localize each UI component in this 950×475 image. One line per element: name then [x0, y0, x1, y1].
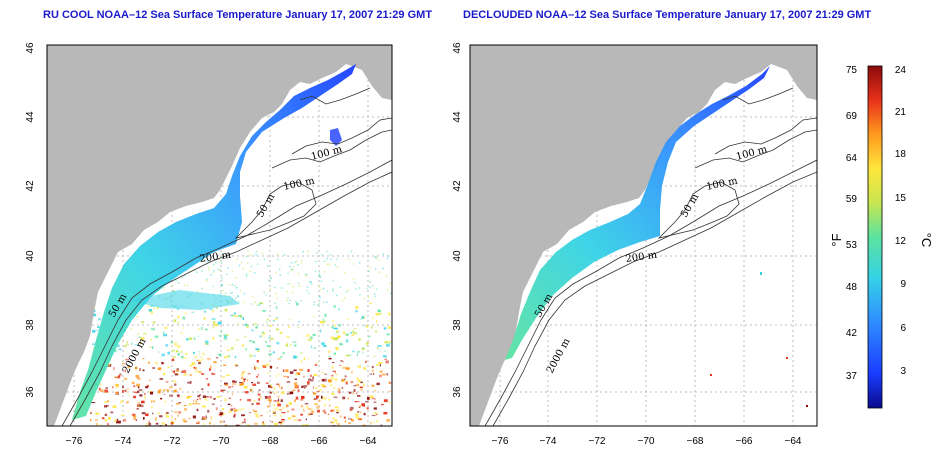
sst-maine-patch	[330, 128, 342, 146]
y-tick-label: 46	[25, 42, 36, 54]
celsius-unit-label: °C	[919, 233, 934, 248]
celsius-tick-label: 24	[895, 65, 907, 76]
celsius-tick-label: 15	[895, 193, 907, 204]
y-axis: 36 38 40 42 44 46	[25, 42, 36, 398]
fahrenheit-tick-label: 42	[846, 328, 858, 339]
map-frame	[469, 44, 818, 427]
x-axis: −76 −74 −72 −70 −68 −66 −64	[492, 436, 802, 447]
bathymetry-contours	[61, 87, 392, 426]
left-panel-title: RU COOL NOAA–12 Sea Surface Temperature …	[43, 9, 433, 21]
x-tick-label: −64	[360, 436, 377, 447]
right-panel-title: DECLOUDED NOAA–12 Sea Surface Temperatur…	[463, 9, 872, 21]
x-tick-label: −64	[785, 436, 802, 447]
contour-label: 200 m	[199, 250, 232, 265]
land-mass	[47, 45, 392, 426]
y-tick-label: 38	[452, 319, 463, 331]
y-tick-label: 36	[452, 386, 463, 398]
x-tick-label: −72	[164, 436, 181, 447]
x-axis: −76 −74 −72 −70 −68 −66 −64	[66, 436, 377, 447]
y-tick-label: 36	[25, 386, 36, 398]
x-tick-label: −74	[115, 436, 132, 447]
contour-label: 200 m	[625, 250, 658, 265]
sst-coastal-band	[505, 66, 770, 360]
fahrenheit-tick-label: 53	[846, 240, 858, 251]
celsius-tick-label: 21	[895, 107, 907, 118]
y-tick-label: 44	[25, 111, 36, 123]
celsius-tick-label: 12	[895, 236, 907, 247]
fahrenheit-unit-label: °F	[829, 233, 844, 246]
x-tick-label: −76	[66, 436, 83, 447]
fahrenheit-tick-label: 75	[846, 65, 858, 76]
right-map-panel: 100 m 100 m 50 m 200 m 50 m 2000 m −76 −…	[452, 42, 818, 447]
y-tick-label: 42	[25, 180, 36, 192]
y-axis: 36 38 40 42 44 46	[452, 42, 463, 398]
celsius-tick-label: 3	[900, 366, 906, 377]
y-tick-label: 42	[452, 180, 463, 192]
celsius-tick-label: 18	[895, 149, 907, 160]
x-tick-label: −74	[540, 436, 557, 447]
bathymetry-contours	[484, 87, 817, 426]
x-tick-label: −76	[492, 436, 509, 447]
x-tick-label: −68	[262, 436, 279, 447]
sst-noise-speckle	[90, 250, 392, 426]
x-tick-label: −72	[589, 436, 606, 447]
fahrenheit-tick-label: 37	[846, 371, 858, 382]
sst-isolated-pixels	[710, 272, 808, 407]
x-tick-label: −68	[687, 436, 704, 447]
colorbar-scale	[867, 65, 883, 409]
x-tick-label: −70	[638, 436, 655, 447]
x-tick-label: −66	[736, 436, 753, 447]
y-tick-label: 46	[452, 42, 463, 54]
fahrenheit-tick-label: 69	[846, 111, 858, 122]
y-tick-label: 38	[25, 319, 36, 331]
y-tick-label: 40	[452, 250, 463, 262]
land-mass	[470, 45, 817, 426]
temperature-colorbar: 75 69 64 59 53 48 42 37 24 21 18 15 12 9…	[829, 65, 934, 409]
y-tick-label: 44	[452, 111, 463, 123]
map-frame	[46, 44, 393, 427]
sst-offshore-patch	[130, 290, 240, 310]
x-tick-label: −66	[311, 436, 328, 447]
celsius-tick-label: 6	[900, 323, 906, 334]
sst-coastal-band	[72, 64, 356, 420]
y-tick-label: 40	[25, 250, 36, 262]
left-map-panel: 100 m 100 m 50 m 200 m 50 m 2000 m −76 −…	[25, 42, 393, 447]
celsius-tick-label: 9	[900, 279, 906, 290]
fahrenheit-tick-label: 64	[846, 153, 858, 164]
x-tick-label: −70	[213, 436, 230, 447]
fahrenheit-tick-label: 59	[846, 194, 858, 205]
fahrenheit-tick-label: 48	[846, 282, 858, 293]
